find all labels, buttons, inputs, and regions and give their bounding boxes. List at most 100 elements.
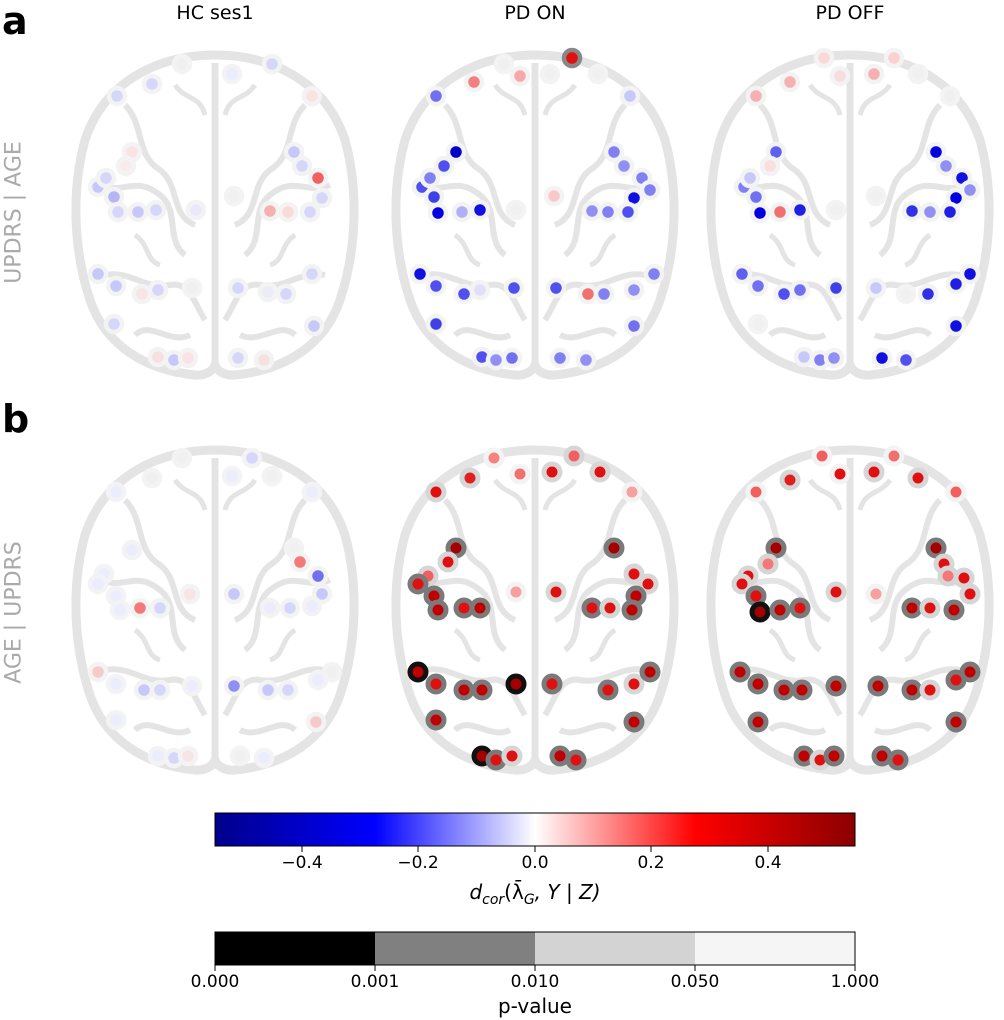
electrode xyxy=(603,141,625,163)
dcor-title-g: G xyxy=(523,892,535,908)
electrode xyxy=(181,277,203,299)
electrode xyxy=(105,673,127,695)
electrode xyxy=(895,283,917,305)
electrode xyxy=(87,573,109,595)
electrodes-b-hc xyxy=(87,447,343,769)
electrode xyxy=(825,277,847,299)
electrode xyxy=(623,563,645,585)
p-colorbar-ticks xyxy=(214,965,856,971)
electrode xyxy=(275,283,297,305)
electrode xyxy=(305,711,327,733)
electrode xyxy=(943,599,965,621)
electrode xyxy=(147,346,169,368)
electrode xyxy=(825,675,847,697)
electrode xyxy=(505,199,527,221)
electrode xyxy=(445,141,467,163)
electrode xyxy=(259,200,281,222)
electrode xyxy=(779,469,801,491)
electrode xyxy=(901,200,923,222)
electrode xyxy=(749,202,771,224)
electrode xyxy=(939,85,961,107)
p-tick-label: 0.050 xyxy=(670,972,720,992)
electrode xyxy=(639,179,661,201)
electrode xyxy=(871,745,893,767)
electrode xyxy=(769,599,791,621)
electrode xyxy=(181,675,203,697)
electrode xyxy=(221,465,243,487)
electrode xyxy=(789,597,811,619)
electrode xyxy=(811,445,833,467)
electrode xyxy=(223,675,245,697)
electrode xyxy=(747,313,769,335)
electrode xyxy=(145,199,167,221)
p-bin-1 xyxy=(375,932,535,965)
electrode xyxy=(541,461,563,483)
electrode xyxy=(539,63,561,85)
electrode xyxy=(109,599,131,621)
electrode xyxy=(731,573,753,595)
electrode xyxy=(299,201,321,223)
electrode xyxy=(829,463,851,485)
dcor-title-lambda: (λ̄ xyxy=(504,880,524,904)
electrode xyxy=(307,167,329,189)
electrode xyxy=(883,445,905,467)
electrode xyxy=(617,201,639,223)
electrode xyxy=(105,481,127,503)
p-bin-2 xyxy=(535,932,695,965)
electrode xyxy=(793,745,815,767)
electrode xyxy=(261,53,283,75)
electrode xyxy=(589,461,611,483)
panel-letter-b: b xyxy=(2,397,30,441)
electrode xyxy=(301,481,323,503)
dcor-tick-label: −0.4 xyxy=(281,853,323,873)
electrode xyxy=(303,315,325,337)
electrode xyxy=(471,679,493,701)
electrode xyxy=(747,275,769,297)
electrode xyxy=(87,263,109,285)
electrode xyxy=(871,347,893,369)
electrode xyxy=(639,661,661,683)
electrode xyxy=(745,85,767,107)
electrode xyxy=(739,167,761,189)
electrode xyxy=(731,263,753,285)
electrodes-b-pdoff xyxy=(729,445,981,771)
electrode xyxy=(747,673,769,695)
electrode xyxy=(577,283,599,305)
electrode xyxy=(463,71,485,93)
dcor-title-d: d xyxy=(469,880,483,904)
electrode xyxy=(793,346,815,368)
electrode xyxy=(133,679,155,701)
panel-letter-a: a xyxy=(2,0,28,43)
electrode xyxy=(241,447,263,469)
electrode xyxy=(541,673,563,695)
electrode xyxy=(623,315,645,337)
electrodes-a-hc xyxy=(87,53,333,371)
electrode xyxy=(115,155,137,177)
electrode xyxy=(321,661,343,683)
electrode xyxy=(907,467,929,489)
electrode xyxy=(469,279,491,301)
electrode xyxy=(581,597,603,619)
dcor-colorbar-title: dcor(λ̄G, Y | Z) xyxy=(335,880,735,908)
electrode xyxy=(545,581,567,603)
electrode xyxy=(773,283,795,305)
electrode xyxy=(419,167,441,189)
electrode xyxy=(259,597,281,619)
electrode xyxy=(599,597,621,619)
electrode xyxy=(277,679,299,701)
electrode xyxy=(623,279,645,301)
dcor-colorbar xyxy=(214,812,856,847)
electrode xyxy=(623,711,645,733)
electrode xyxy=(563,445,585,467)
electrode xyxy=(919,679,941,701)
electrode xyxy=(565,749,587,771)
p-tick-label: 1.000 xyxy=(830,972,880,992)
electrode xyxy=(887,749,909,771)
p-colorbar-title: p-value xyxy=(497,994,572,1018)
electrode xyxy=(501,745,523,767)
electrode xyxy=(307,565,329,587)
electrode xyxy=(883,47,905,69)
electrode xyxy=(945,481,967,503)
electrode xyxy=(503,277,525,299)
electrode xyxy=(603,537,625,559)
